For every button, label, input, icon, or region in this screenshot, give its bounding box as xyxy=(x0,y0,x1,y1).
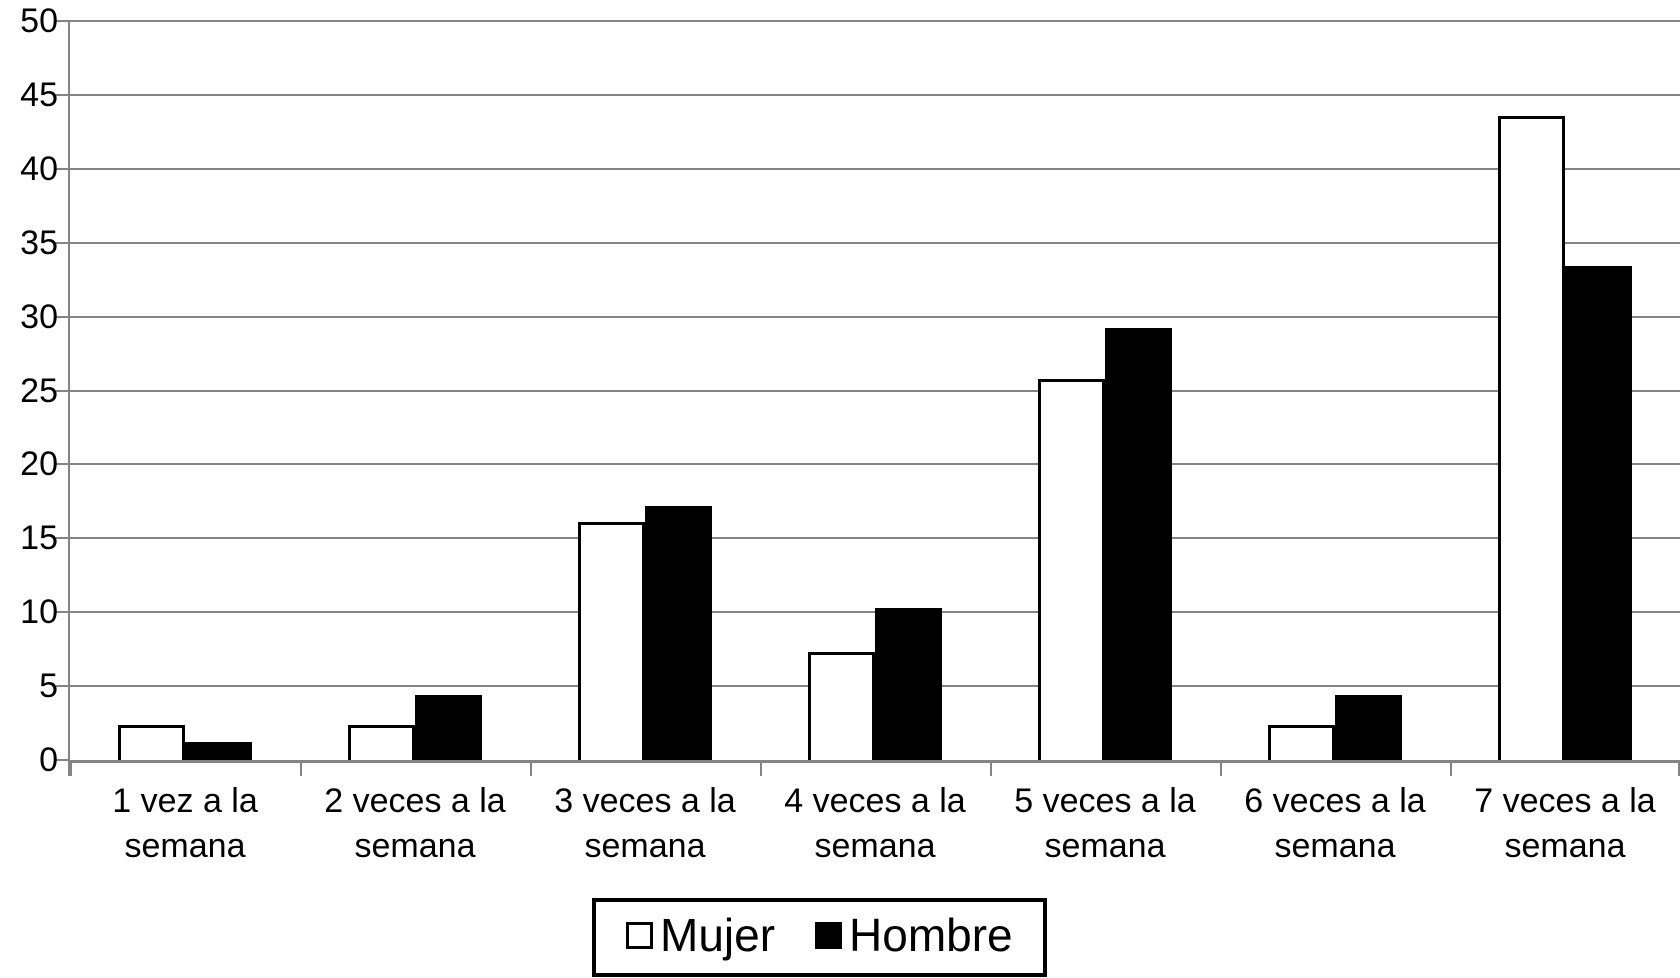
bar-hombre-2 xyxy=(415,694,482,760)
gridline xyxy=(70,537,1680,540)
bar-hombre-5 xyxy=(1105,328,1172,760)
x-axis-category-label-line2: semana xyxy=(1044,827,1166,865)
legend-item-hombre: Hombre xyxy=(815,910,1013,961)
x-axis-tick xyxy=(70,760,72,776)
bar-hombre-4 xyxy=(875,607,942,760)
x-axis-category-label: 7 veces a la semana xyxy=(1450,779,1680,869)
y-axis-tick-label: 20 xyxy=(20,445,58,484)
bar-hombre-3 xyxy=(645,505,712,760)
x-axis-category-label: 2 veces a la semana xyxy=(300,779,530,869)
gridline xyxy=(70,20,1680,22)
gridline xyxy=(70,463,1680,466)
gridline xyxy=(70,167,1680,170)
gridline xyxy=(70,315,1680,318)
x-axis-category-label-line1: 4 veces a la xyxy=(784,782,966,820)
bar-hombre-7 xyxy=(1565,266,1632,760)
x-axis-tick xyxy=(1450,760,1452,776)
bar-mujer-4 xyxy=(808,652,875,760)
y-axis-tick-label: 45 xyxy=(20,75,58,114)
x-axis-category-label-line1: 6 veces a la xyxy=(1244,782,1426,820)
legend-label-hombre: Hombre xyxy=(849,909,1013,961)
y-axis-tick xyxy=(56,389,70,392)
gridline xyxy=(70,389,1680,392)
x-axis-category-label-line1: 7 veces a la xyxy=(1474,782,1656,820)
bar-mujer-7 xyxy=(1498,115,1565,760)
y-axis-tick-label: 35 xyxy=(20,223,58,262)
x-axis-tick xyxy=(760,760,762,776)
x-axis-category-label: 4 veces a la semana xyxy=(760,779,990,869)
gridline xyxy=(70,241,1680,244)
x-axis-category-label: 6 veces a la semana xyxy=(1220,779,1450,869)
legend-swatch-hombre-icon xyxy=(815,921,843,949)
y-axis-line xyxy=(68,21,70,776)
y-axis-tick xyxy=(56,167,70,170)
x-axis-category-label-line2: semana xyxy=(354,827,476,865)
bar-mujer-1 xyxy=(118,724,185,760)
x-axis-category-label: 3 veces a la semana xyxy=(530,779,760,869)
bar-mujer-3 xyxy=(578,522,645,760)
plot-area xyxy=(70,20,1680,760)
x-axis-category-label-line2: semana xyxy=(584,827,706,865)
y-axis-tick xyxy=(56,463,70,466)
bar-hombre-6 xyxy=(1335,694,1402,760)
y-axis-tick-label: 15 xyxy=(20,519,58,558)
x-axis-category-label: 5 veces a la semana xyxy=(990,779,1220,869)
y-axis-tick xyxy=(56,241,70,244)
x-axis-tick xyxy=(1678,760,1680,776)
legend-item-mujer: Mujer xyxy=(626,910,775,961)
bar-mujer-2 xyxy=(348,724,415,760)
y-axis-tick-label: 30 xyxy=(20,297,58,336)
x-axis-category-label: 1 vez a la semana xyxy=(70,779,300,869)
y-axis-tick xyxy=(56,20,70,22)
x-axis-category-label-line2: semana xyxy=(1504,827,1626,865)
y-axis-tick xyxy=(56,611,70,614)
y-axis-tick-label: 5 xyxy=(39,667,58,706)
x-axis-tick xyxy=(530,760,532,776)
y-axis-tick-label: 50 xyxy=(20,2,58,40)
y-axis-tick-label: 10 xyxy=(20,593,58,632)
y-axis-tick xyxy=(56,93,70,96)
x-axis-category-label-line1: 5 veces a la xyxy=(1014,782,1196,820)
legend-label-mujer: Mujer xyxy=(660,909,776,961)
legend-swatch-mujer-icon xyxy=(626,921,653,949)
bar-mujer-6 xyxy=(1268,724,1335,760)
x-axis-tick xyxy=(1220,760,1222,776)
x-axis-category-label-line2: semana xyxy=(124,827,246,865)
x-axis-category-label-line1: 1 vez a la xyxy=(112,782,258,820)
x-axis-category-label-line2: semana xyxy=(814,827,936,865)
x-axis-category-label-line1: 3 veces a la xyxy=(554,782,736,820)
y-axis-tick-label: 0 xyxy=(39,741,58,779)
y-axis-tick xyxy=(56,759,70,761)
x-axis-tick xyxy=(990,760,992,776)
x-axis-category-label-line1: 2 veces a la xyxy=(324,782,506,820)
y-axis-tick-label: 40 xyxy=(20,149,58,188)
x-axis-tick xyxy=(300,760,302,776)
x-axis-line xyxy=(70,760,1680,763)
bar-mujer-5 xyxy=(1038,378,1105,760)
y-axis-tick xyxy=(56,685,70,688)
legend: Mujer Hombre xyxy=(592,898,1047,977)
x-axis-category-label-line2: semana xyxy=(1274,827,1396,865)
gridline xyxy=(70,93,1680,96)
bar-hombre-1 xyxy=(185,742,252,760)
y-axis-tick xyxy=(56,315,70,318)
y-axis-tick xyxy=(56,537,70,540)
y-axis-tick-label: 25 xyxy=(20,371,58,410)
